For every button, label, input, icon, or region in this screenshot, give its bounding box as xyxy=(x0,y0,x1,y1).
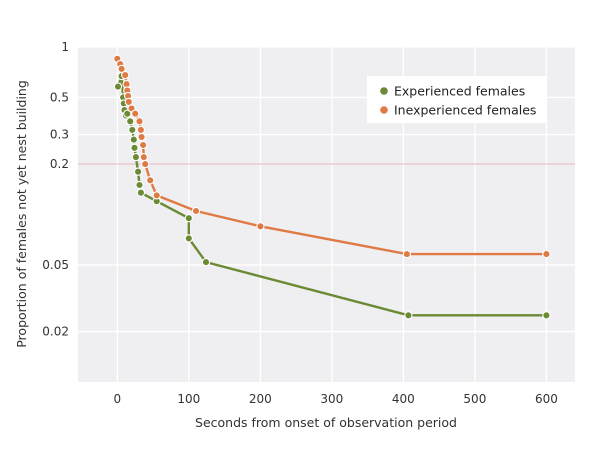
data-point xyxy=(126,117,135,126)
data-point xyxy=(138,140,148,150)
y-tick-label: 0.5 xyxy=(50,90,69,104)
data-point xyxy=(256,222,265,231)
data-point xyxy=(113,82,123,91)
data-point xyxy=(129,135,138,144)
x-tick-label: 400 xyxy=(392,392,415,406)
x-tick-label: 200 xyxy=(249,392,272,406)
data-point xyxy=(135,117,144,126)
x-tick-label: 100 xyxy=(177,392,200,406)
x-tick-label: 500 xyxy=(463,392,486,406)
data-point xyxy=(184,234,193,243)
legend-label-inexperienced: Inexperienced females xyxy=(394,103,536,118)
legend-marker-inexperienced xyxy=(380,106,388,114)
data-point xyxy=(137,132,146,142)
data-point xyxy=(121,70,130,80)
data-point xyxy=(146,176,155,185)
tick-label-layer: 0 100 200 300 400 500 600 1 0.5 0.3 0.2 0.05 0.02 xyxy=(42,40,558,406)
legend-label-experienced: Experienced females xyxy=(394,84,525,99)
data-point xyxy=(542,249,551,259)
data-point xyxy=(123,109,132,118)
series-line xyxy=(116,57,548,256)
series-inexperienced xyxy=(113,54,551,259)
y-axis-title: Proportion of females not yet nest build… xyxy=(14,80,29,348)
data-point xyxy=(128,125,137,135)
data-point xyxy=(117,64,126,74)
data-point xyxy=(141,159,150,169)
data-point xyxy=(131,109,140,118)
legend-marker-experienced xyxy=(380,87,388,95)
x-tick-label: 600 xyxy=(535,392,558,406)
data-point xyxy=(542,311,551,320)
y-tick-label: 0.3 xyxy=(50,128,69,142)
x-axis-title: Seconds from onset of observation period xyxy=(195,415,457,430)
data-point xyxy=(404,311,413,320)
data-point xyxy=(133,167,143,176)
data-point xyxy=(131,152,141,162)
series-layer xyxy=(113,54,551,320)
data-point xyxy=(130,143,139,152)
data-point xyxy=(184,214,193,223)
data-point xyxy=(136,188,146,197)
data-point xyxy=(201,257,211,267)
y-tick-label: 0.05 xyxy=(42,258,69,272)
y-tick-label: 1 xyxy=(61,40,69,54)
data-point xyxy=(136,125,146,135)
data-point xyxy=(191,206,201,216)
x-tick-label: 0 xyxy=(114,392,122,406)
legend-box xyxy=(367,76,547,123)
y-tick-label: 0.02 xyxy=(42,325,69,339)
legend: Experienced females Inexperienced female… xyxy=(367,76,547,123)
y-tick-label: 0.2 xyxy=(50,157,69,171)
data-point xyxy=(402,249,412,259)
data-point xyxy=(152,191,161,200)
data-point xyxy=(135,180,144,190)
data-point xyxy=(139,152,148,162)
x-tick-label: 300 xyxy=(320,392,343,406)
